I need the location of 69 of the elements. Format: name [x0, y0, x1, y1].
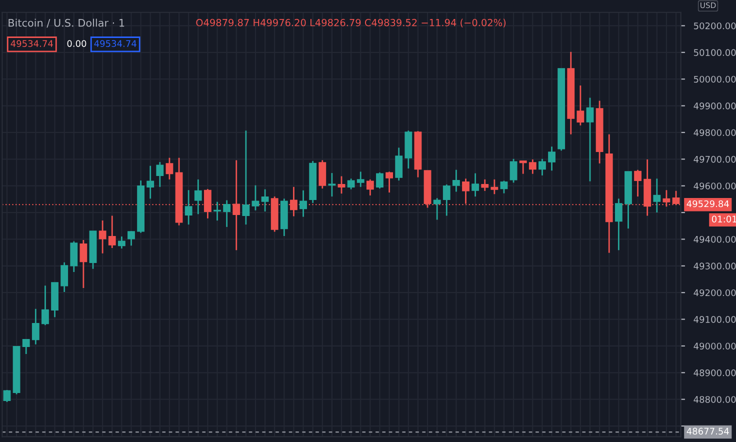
- candlestick: [510, 158, 518, 184]
- y-tick-label: 49800.00: [694, 129, 736, 136]
- candlestick: [3, 389, 11, 403]
- candlestick: [472, 172, 480, 198]
- candlestick: [519, 160, 527, 175]
- y-tick-label: 49400.00: [694, 236, 736, 243]
- candlestick: [586, 97, 594, 182]
- y-tick-label: 50200.00: [694, 22, 736, 30]
- text: Bitcoin / U.S. Dollar · 1: [8, 18, 124, 28]
- candlestick: [347, 178, 355, 190]
- annotation: 49534.74: [10, 40, 53, 47]
- candlestick: [156, 161, 164, 188]
- candlestick: [576, 84, 584, 126]
- y-tick-label: 48800.00: [694, 396, 736, 403]
- candlestick: [548, 146, 556, 172]
- candlestick: [386, 171, 393, 194]
- y-tick-label: 49000.00: [694, 342, 736, 350]
- candlestick: [32, 308, 40, 346]
- candlestick: [42, 284, 49, 326]
- candlestick: [166, 157, 174, 180]
- y-tick-label: 49100.00: [694, 316, 736, 323]
- candlestick: [146, 165, 154, 200]
- y-tick-label: 50000.00: [694, 76, 736, 83]
- candlestick: [528, 158, 536, 175]
- y-tick-label: 49700.00: [694, 156, 736, 163]
- candlestick: [452, 169, 460, 192]
- candlestick: [70, 240, 78, 273]
- candlestick: [653, 178, 661, 214]
- candlestick: [128, 230, 135, 246]
- ref-line-label: 48677.54: [686, 428, 729, 435]
- candlestick: [328, 172, 336, 198]
- candlestick: [481, 178, 489, 192]
- candlestick: [108, 215, 116, 249]
- candlestick: [376, 172, 384, 190]
- ref-line-label: 49529.84: [686, 200, 729, 208]
- candlestick: [223, 200, 231, 228]
- candlestick: [356, 171, 364, 188]
- candlestick: [634, 169, 642, 198]
- candlestick: [490, 178, 498, 195]
- annotation: O49879.87 H49976.20 L49826.79 C49839.52 −11.94 (−0.02%): [196, 18, 506, 28]
- y-tick-label: 49300.00: [694, 262, 736, 270]
- candlestick: [242, 130, 250, 226]
- candlestick: [214, 201, 221, 222]
- y-tick-label: 49200.00: [694, 289, 736, 296]
- candlestick: [22, 338, 30, 355]
- candlestick: [252, 184, 260, 212]
- candlestick: [538, 158, 546, 176]
- candlestick: [261, 188, 269, 212]
- candlestick: [366, 178, 374, 196]
- annotation: 49534.74: [94, 40, 136, 47]
- candlestick: [60, 262, 68, 293]
- candlestick: [98, 220, 106, 254]
- candlestick: [614, 198, 622, 251]
- candlestick: [433, 197, 441, 220]
- y-tick-label: 48900.00: [694, 369, 736, 376]
- candlestick: [300, 190, 307, 218]
- candlestick: [442, 184, 450, 216]
- candlestick: [318, 160, 326, 190]
- candlestick: [395, 146, 403, 182]
- y-tick-label: 50100.00: [694, 49, 736, 56]
- candlestick: [500, 180, 508, 194]
- candlestick: [194, 178, 202, 215]
- candlestick: [118, 236, 126, 250]
- y-tick-label: 49900.00: [694, 102, 736, 110]
- y-tick-label: 49600.00: [694, 182, 736, 190]
- candlestick: [184, 189, 192, 226]
- candlestick: [80, 239, 88, 289]
- candlestick: [338, 176, 346, 194]
- annotation: 0.00: [67, 40, 86, 47]
